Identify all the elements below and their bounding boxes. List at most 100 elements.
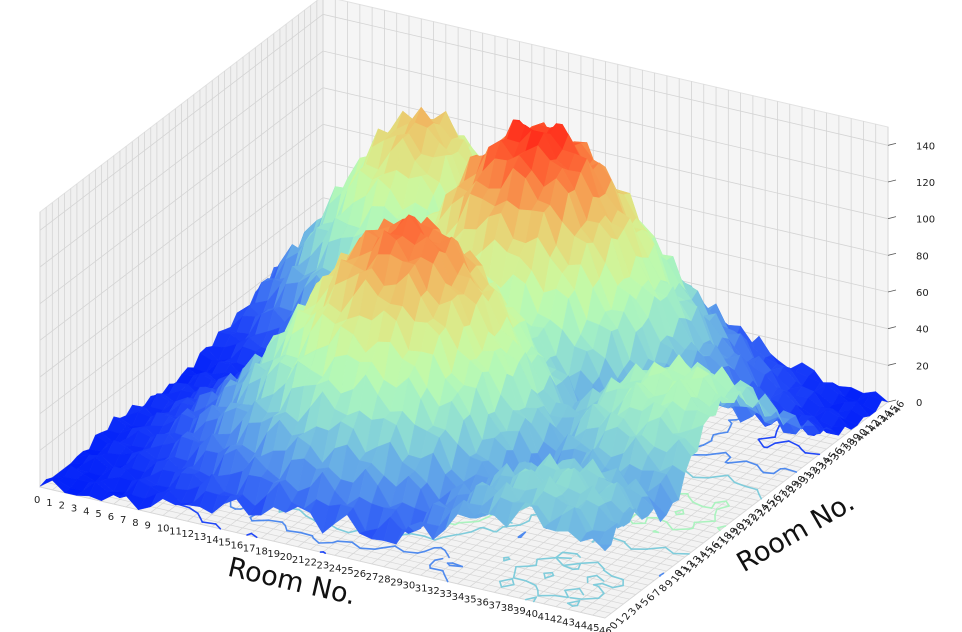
z-grid-line [39,87,889,305]
contour-segment [553,594,569,599]
y-tick-label: 7 [651,587,664,598]
contour-segment [601,582,614,589]
x-tick-label: 28 [378,575,391,586]
x-tick-label: 30 [402,580,415,591]
x-tick-label: 26 [353,569,366,580]
contour-segment [511,577,515,586]
contour-segment [229,505,237,510]
contour-segment [724,451,732,459]
surface-mesh [39,106,889,552]
contour-segment [470,527,482,533]
contour-segment [797,444,803,451]
contour-segment [336,540,353,543]
contour-segment [513,565,517,574]
contour-segment [705,453,717,456]
z-tick-label: 20 [916,361,929,372]
contour-segment [528,514,533,522]
contour-segment [685,470,695,479]
contour-segment [612,584,624,589]
x-tick-label: 10 [157,523,170,534]
x-tick-label: 14 [206,535,219,546]
x-tick-label: 42 [550,615,563,626]
z-tick-mark [887,252,897,256]
contour-segment [524,579,529,583]
contour-segment [766,442,776,449]
x-tick-label: 44 [574,620,587,631]
contour-segment [714,500,727,504]
contour-segment [784,467,798,473]
contour-segment [527,580,537,587]
contour-segment [443,573,448,581]
contour-segment [555,556,564,566]
contour-segment [671,528,691,531]
contour-segment [697,520,716,523]
x-tick-label: 3 [71,504,77,515]
contour-segment [500,583,515,588]
x-tick-label: 43 [562,617,575,628]
y-tick-label: 6 [645,592,658,603]
z-tick-label: 80 [916,251,929,262]
contour-segment [423,547,436,553]
contour-segment [602,569,613,577]
contour-segment [579,561,599,565]
y-tick-label: 5 [639,597,652,608]
contour-segment [394,545,405,553]
contour-segment [457,531,473,536]
contour-segment [446,579,449,583]
contour-segment [336,528,350,534]
contour-segment [592,539,595,543]
x-tick-label: 7 [120,515,126,526]
y-tick-label: 3 [627,606,640,617]
contour-segment [702,439,713,446]
x-tick-label: 19 [267,549,280,560]
contour-segment [762,471,775,475]
contour-segment [512,571,516,579]
contour-segment [710,474,729,479]
contour-segment [381,545,396,549]
contour-segment [457,520,476,524]
contour-segment [562,562,582,567]
contour-segment [322,551,327,554]
contour-segment [624,542,633,550]
contour-segment [534,584,539,591]
contour-segment [686,492,690,498]
contour-segment [597,592,605,599]
contour-segment [562,551,578,555]
x-tick-label: 18 [255,546,268,557]
contour-segment [756,488,760,496]
contour-segment [586,574,598,579]
contour-segment [351,541,361,549]
contour-segment [434,536,444,541]
contour-segment [658,572,665,577]
contour-segment [800,448,807,454]
contour-segment [611,575,622,580]
y-tick-label: 1 [614,616,627,627]
contour-segment [499,577,514,583]
contour-segment [716,505,730,511]
z-tick-label: 100 [916,215,935,226]
contour-segment [515,565,530,568]
x-tick-label: 41 [538,612,551,623]
z-grid-line [39,197,889,415]
contour-segment [644,516,649,525]
x-tick-label: 32 [427,586,440,597]
contour-segment [331,540,339,544]
z-tick-label: 60 [916,288,929,299]
contour-segment [501,524,520,528]
x-tick-label: 9 [145,521,151,532]
x-tick-label: 39 [513,606,526,617]
x-tick-label: 33 [439,589,452,600]
x-tick-label: 31 [415,583,428,594]
contour-segment [267,519,283,523]
contour-segment [441,533,458,539]
contour-segment [675,512,685,516]
contour-segment [664,546,675,555]
z-tick-label: 0 [916,398,922,409]
contour-segment [499,580,503,588]
contour-segment [188,506,195,512]
contour-segment [374,547,383,551]
contour-segment [305,515,315,521]
contour-segment [477,516,489,523]
contour-segment [503,558,511,562]
z-grid-line [39,123,889,341]
